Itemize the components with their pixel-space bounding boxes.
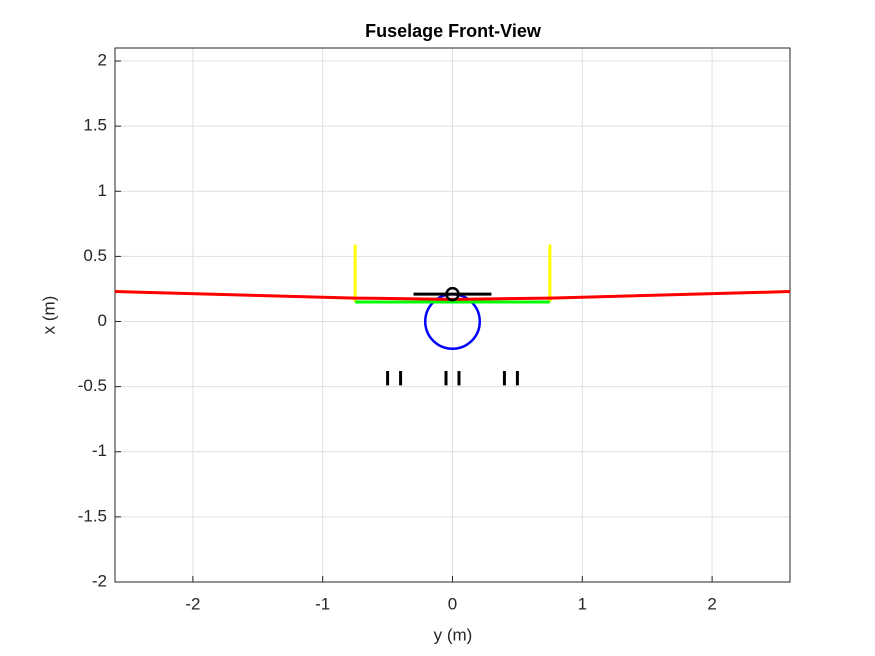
y-tick-label: -1.5 [78, 506, 107, 525]
x-tick-label: 2 [707, 594, 716, 613]
chart-title: Fuselage Front-View [365, 21, 542, 41]
y-tick-label: 1.5 [83, 116, 107, 135]
y-tick-label: 0 [98, 311, 107, 330]
y-tick-label: 2 [98, 51, 107, 70]
y-tick-label: 1 [98, 181, 107, 200]
x-axis-label: y (m) [434, 625, 473, 644]
plot-frame [114, 47, 791, 583]
x-tick-label: 0 [448, 594, 457, 613]
y-tick-label: -0.5 [78, 376, 107, 395]
marker [445, 286, 460, 302]
x-tick-label: -2 [185, 594, 200, 613]
series-line [353, 244, 552, 302]
y-tick-label: -2 [92, 571, 107, 590]
y-tick-label: -1 [92, 441, 107, 460]
series-line [386, 371, 519, 386]
y-axis-label: x (m) [39, 296, 58, 335]
y-tick-label: 0.5 [83, 246, 107, 265]
x-tick-label: 1 [578, 594, 587, 613]
x-tick-label: -1 [315, 594, 330, 613]
